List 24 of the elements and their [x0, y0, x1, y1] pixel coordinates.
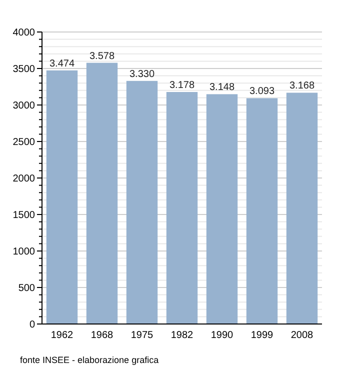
y-tick-label: 3000 — [12, 100, 36, 112]
source-note: fonte INSEE - elaborazione grafica — [20, 355, 159, 365]
data-label: 3.330 — [129, 68, 155, 80]
x-tick-label: 1975 — [130, 330, 154, 341]
y-tick-label: 2000 — [12, 174, 36, 184]
y-tick-label: 1000 — [12, 246, 36, 258]
x-tick-label: 2008 — [290, 330, 314, 341]
y-tick-label: 0 — [29, 320, 36, 330]
y-tick-label: 2500 — [12, 137, 36, 148]
data-label: 3.474 — [49, 58, 75, 70]
data-label: 3.178 — [169, 80, 195, 92]
data-label: 3.168 — [289, 80, 315, 92]
x-tick-label: 1962 — [50, 330, 74, 341]
x-tick-label: 1982 — [170, 330, 194, 341]
x-tick-label: 1968 — [90, 330, 114, 341]
y-tick-label: 3500 — [12, 64, 36, 75]
y-tick-label: 500 — [18, 283, 36, 294]
data-label: 3.578 — [89, 50, 115, 62]
y-tick-label: 1500 — [12, 210, 36, 221]
y-tick-label: 4000 — [12, 28, 36, 38]
x-tick-label: 1999 — [250, 330, 274, 341]
data-label: 3.148 — [209, 82, 235, 94]
x-tick-label: 1990 — [210, 330, 234, 341]
data-label: 3.093 — [249, 86, 275, 98]
